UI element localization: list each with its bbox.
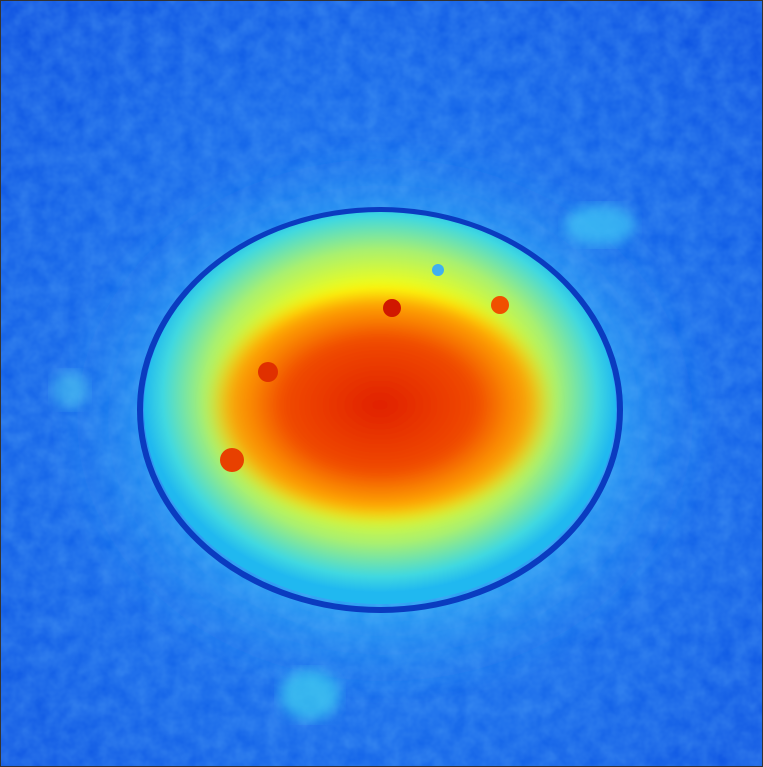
blob (565, 205, 635, 245)
spot (432, 264, 444, 276)
cell-core (205, 285, 555, 525)
blob (280, 670, 340, 720)
spot (220, 448, 244, 472)
page: {} (0, 0, 763, 767)
spot (383, 299, 401, 317)
spot (258, 362, 278, 382)
blob (52, 372, 88, 408)
false-color-image (0, 0, 763, 767)
spot (491, 296, 509, 314)
